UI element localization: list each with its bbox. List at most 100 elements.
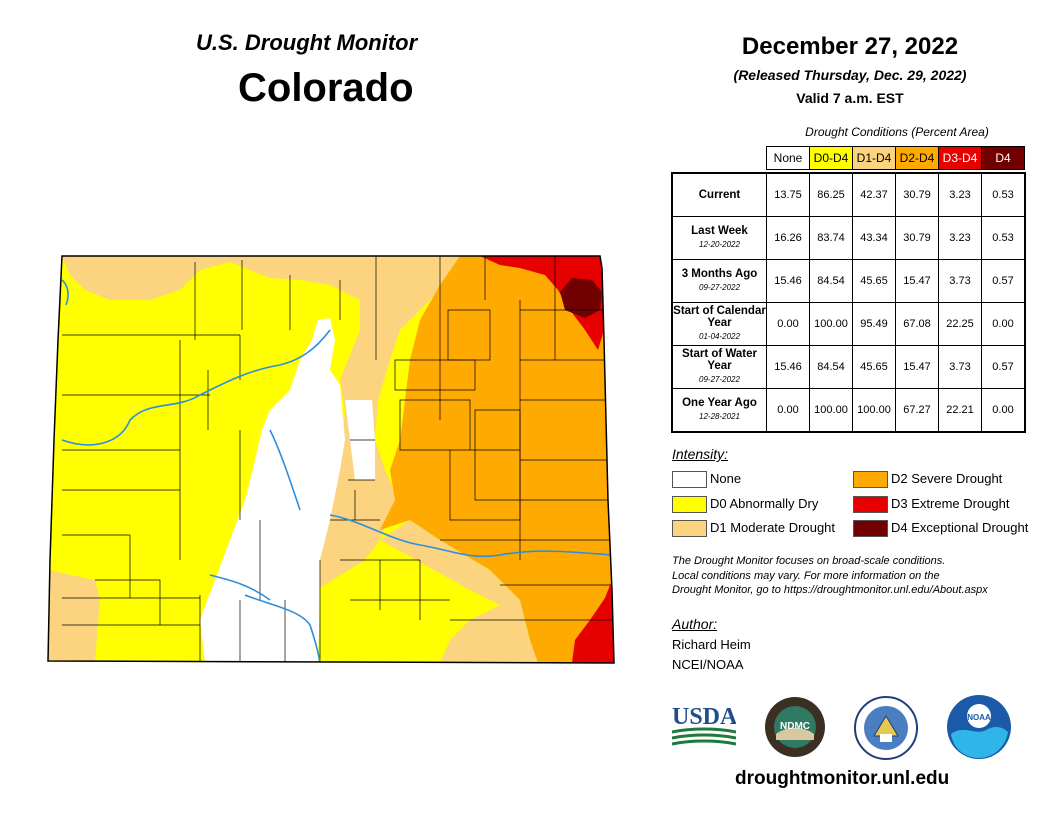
legend-label: None xyxy=(710,471,742,486)
disclaimer-note: The Drought Monitor focuses on broad-sca… xyxy=(672,554,1042,598)
note-line-1: The Drought Monitor focuses on broad-sca… xyxy=(672,555,946,567)
table-row: Start of Water Year 09-27-2022 15.46 84.54 4… xyxy=(671,345,1026,389)
note-line-3: Drought Monitor, go to https://droughtmo… xyxy=(672,584,988,596)
row-date: 09-27-2022 xyxy=(699,375,740,384)
noaa-logo: NOAA xyxy=(947,695,1011,759)
row-label-text: Last Week xyxy=(691,225,748,237)
county-lines xyxy=(62,256,612,663)
table-row: Current 13.75 86.25 42.37 30.79 3.23 0.53 xyxy=(671,172,1026,217)
legend-label: D4 Exceptional Drought xyxy=(891,520,1029,535)
table-cell: 0.00 xyxy=(766,302,810,346)
row-label-text: Start of Water Year xyxy=(682,348,757,372)
table-cell: 0.53 xyxy=(981,216,1026,260)
map-date: December 27, 2022 xyxy=(741,33,959,60)
table-cell: 83.74 xyxy=(809,216,853,260)
d1-region-north xyxy=(62,256,470,600)
table-cell: 30.79 xyxy=(895,172,939,217)
table-cell: 45.65 xyxy=(852,345,896,389)
d3-region-southeast xyxy=(572,580,614,663)
legend-title: Intensity: xyxy=(672,446,729,462)
table-cell: 0.53 xyxy=(981,172,1026,217)
table-header: None D0-D4 D1-D4 D2-D4 D3-D4 D4 xyxy=(766,146,1025,170)
svg-text:USDA: USDA xyxy=(672,704,736,730)
d1-region-south xyxy=(380,520,540,663)
table-cell: 67.08 xyxy=(895,302,939,346)
legend-swatch xyxy=(853,471,888,488)
table-cell: 15.47 xyxy=(895,259,939,303)
author-org: NCEI/NOAA xyxy=(672,657,744,672)
doc-seal-logo xyxy=(854,696,918,760)
d2-region xyxy=(380,256,614,663)
legend-swatch xyxy=(853,496,888,513)
table-cell: 100.00 xyxy=(852,388,896,433)
legend-swatch xyxy=(672,471,707,488)
table-cell: 3.23 xyxy=(938,216,982,260)
legend-label: D2 Severe Drought xyxy=(891,471,1003,486)
table-cell: 84.54 xyxy=(809,259,853,303)
row-label: One Year Ago 12-28-2021 xyxy=(671,388,767,433)
svg-text:NOAA: NOAA xyxy=(967,713,991,722)
table-cell: 100.00 xyxy=(809,302,853,346)
table-cell: 0.00 xyxy=(981,388,1026,433)
row-label-text: Start of Calendar Year xyxy=(673,305,766,329)
row-date: 09-27-2022 xyxy=(699,283,740,292)
col-header-d1: D1-D4 xyxy=(852,146,896,170)
row-label: Start of Calendar Year 01-04-2022 xyxy=(671,302,767,346)
d4-region xyxy=(560,278,602,318)
table-cell: 16.26 xyxy=(766,216,810,260)
table-cell: 42.37 xyxy=(852,172,896,217)
row-label: Last Week 12-20-2022 xyxy=(671,216,767,260)
table-row: 3 Months Ago 09-27-2022 15.46 84.54 45.65 15.… xyxy=(671,259,1026,303)
row-label: Current xyxy=(671,172,767,217)
author-title: Author: xyxy=(672,616,718,632)
table-cell: 22.21 xyxy=(938,388,982,433)
author-name: Richard Heim xyxy=(672,637,751,652)
table-cell: 15.46 xyxy=(766,259,810,303)
table-cell: 3.73 xyxy=(938,345,982,389)
footer-url: droughtmonitor.unl.edu xyxy=(735,768,950,789)
conditions-table: Current 13.75 86.25 42.37 30.79 3.23 0.53 Last … xyxy=(671,172,1026,433)
row-label-text: One Year Ago xyxy=(682,397,757,409)
row-label: Start of Water Year 09-27-2022 xyxy=(671,345,767,389)
note-line-2: Local conditions may vary. For more info… xyxy=(672,569,940,582)
legend-label: D0 Abnormally Dry xyxy=(710,496,819,511)
state-title: Colorado xyxy=(238,66,414,110)
legend-swatch xyxy=(853,520,888,537)
rivers xyxy=(61,279,613,663)
table-cell: 3.23 xyxy=(938,172,982,217)
table-cell: 95.49 xyxy=(852,302,896,346)
table-cell: 15.46 xyxy=(766,345,810,389)
row-label: 3 Months Ago 09-27-2022 xyxy=(671,259,767,303)
legend-swatch xyxy=(672,520,707,537)
table-row: Start of Calendar Year 01-04-2022 0.00 100.… xyxy=(671,302,1026,346)
product-title: U.S. Drought Monitor xyxy=(196,30,418,55)
row-label-text: 3 Months Ago xyxy=(681,268,758,280)
row-label-text: Current xyxy=(698,189,741,201)
d1-region-southwest xyxy=(48,570,100,662)
table-cell: 15.47 xyxy=(895,345,939,389)
table-cell: 100.00 xyxy=(809,388,853,433)
table-cell: 86.25 xyxy=(809,172,853,217)
table-cell: 30.79 xyxy=(895,216,939,260)
col-header-d0: D0-D4 xyxy=(809,146,853,170)
release-date: (Released Thursday, Dec. 29, 2022) xyxy=(733,67,967,83)
col-header-d3: D3-D4 xyxy=(938,146,982,170)
none-region-central xyxy=(200,318,345,663)
table-cell: 43.34 xyxy=(852,216,896,260)
table-caption: Drought Conditions (Percent Area) xyxy=(805,125,989,139)
col-header-none: None xyxy=(766,146,810,170)
row-date: 12-20-2022 xyxy=(699,240,740,249)
legend-label: D1 Moderate Drought xyxy=(710,520,836,535)
table-cell: 67.27 xyxy=(895,388,939,433)
legend-swatch xyxy=(672,496,707,513)
svg-text:NDMC: NDMC xyxy=(780,721,810,732)
table-cell: 13.75 xyxy=(766,172,810,217)
ndmc-logo: NDMC xyxy=(765,697,825,757)
table-row: Last Week 12-20-2022 16.26 83.74 43.34 30.79 3… xyxy=(671,216,1026,260)
table-cell: 0.00 xyxy=(766,388,810,433)
table-cell: 0.57 xyxy=(981,345,1026,389)
table-cell: 3.73 xyxy=(938,259,982,303)
state-border xyxy=(47,255,615,664)
usda-logo: USDA xyxy=(672,704,736,746)
row-date: 01-04-2022 xyxy=(699,332,740,341)
